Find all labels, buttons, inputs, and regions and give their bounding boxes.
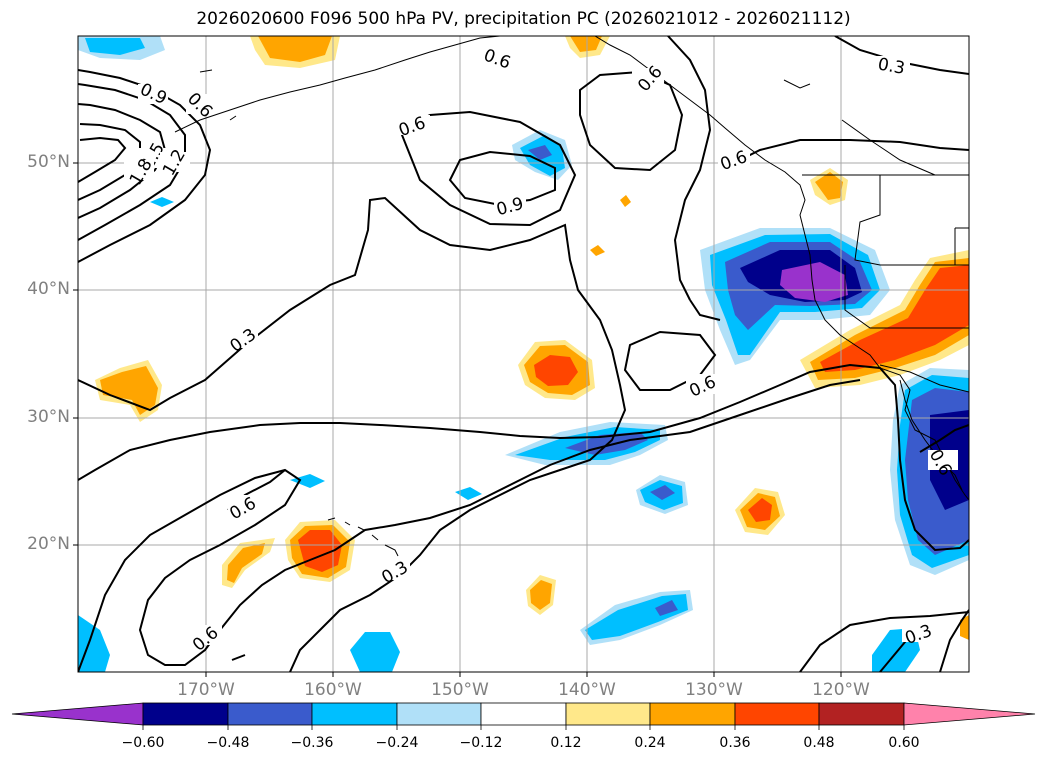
pv-contour	[689, 299, 721, 321]
map-area	[78, 36, 969, 672]
small-islands	[199, 69, 811, 121]
pv-contour	[398, 110, 577, 227]
hawaii-islands	[327, 517, 399, 557]
precip-area-neg	[650, 485, 675, 500]
mexico-border	[879, 364, 969, 393]
state-border	[841, 119, 936, 176]
lon-label: 170°W	[177, 680, 235, 700]
precip-area-pos	[590, 245, 605, 256]
pv-contour	[448, 150, 556, 206]
pv-contour	[78, 136, 127, 183]
coastlines	[174, 36, 969, 557]
colorbar-tick-label: 0.24	[634, 735, 666, 751]
map-title: 2026020600 F096 500 hPa PV, precipitatio…	[196, 9, 851, 29]
precip-area-pos	[534, 355, 578, 386]
colorbar-segment	[311, 702, 398, 726]
colorbar-tick-label: 0.60	[888, 735, 920, 751]
colorbar-segment	[649, 702, 736, 726]
precip-area-neg	[150, 197, 174, 207]
pv-contour	[78, 196, 627, 672]
lat-label: 30°N	[27, 407, 70, 427]
colorbar-segment	[480, 702, 567, 726]
colorbar-tick-label: −0.36	[290, 735, 334, 751]
state-border	[844, 265, 969, 329]
lon-label: 130°W	[685, 680, 743, 700]
precip-area-neg	[528, 145, 552, 160]
precip-area-neg	[78, 615, 110, 672]
contour-label: 0.3	[876, 55, 906, 79]
colorbar-tick-label: 0.48	[803, 735, 835, 751]
colorbar-segment	[142, 702, 229, 726]
precip-area-neg	[565, 432, 648, 455]
lon-label: 120°W	[812, 680, 870, 700]
lat-label: 40°N	[27, 279, 70, 299]
contour-label: 0.9	[137, 80, 170, 110]
colorbar-extend-low	[11, 702, 144, 726]
precip-area-pos	[298, 530, 342, 572]
precip-area-pos	[815, 172, 843, 200]
pv-contour	[939, 609, 969, 672]
pv-contour	[231, 654, 246, 661]
precip-area-pos	[620, 195, 631, 207]
ticks	[73, 162, 842, 677]
colorbar-segment	[227, 702, 313, 726]
colorbar-segment	[396, 702, 482, 726]
alaska-coast	[594, 36, 969, 501]
colorbar-tick-label: 0.36	[719, 735, 751, 751]
pv-contour	[579, 70, 684, 172]
precip-area-pos	[820, 265, 969, 372]
colorbar-tick-label: −0.48	[206, 735, 250, 751]
map-frame	[77, 35, 970, 673]
precip-area-pos	[258, 36, 332, 62]
alaska-coast	[174, 36, 501, 133]
pv-contour	[78, 103, 167, 219]
precip-area-neg	[85, 38, 145, 55]
colorbar-segment	[818, 702, 905, 726]
state-border	[854, 175, 969, 266]
precip-area-pos	[530, 580, 552, 610]
pv-contour	[78, 379, 861, 672]
precip-area-pos	[748, 498, 772, 522]
lat-label: 50°N	[27, 152, 70, 172]
precip-shading	[78, 36, 969, 672]
pv-contours	[78, 36, 969, 672]
lon-label: 150°W	[431, 680, 489, 700]
state-border	[954, 227, 969, 265]
colorbar-segment	[565, 702, 651, 726]
colorbar-tick-label: −0.60	[121, 735, 165, 751]
lon-label: 160°W	[304, 680, 362, 700]
pv-contour	[78, 83, 186, 241]
precip-area-pos	[100, 366, 158, 415]
precip-area-neg	[655, 600, 678, 616]
precip-area-pos	[960, 615, 969, 640]
precip-area-pos	[227, 543, 265, 583]
contour-label: 0.6	[183, 89, 216, 122]
precip-area-neg	[350, 632, 400, 672]
colorbar	[11, 702, 1036, 730]
colorbar-tick-label: 0.12	[550, 735, 582, 751]
precip-area-neg	[290, 474, 325, 488]
pv-contour	[799, 611, 969, 672]
contour-label: 0.6	[634, 62, 667, 96]
pv-contour	[729, 139, 969, 166]
pv-contour	[78, 363, 969, 552]
colorbar-extend-high	[903, 702, 1036, 726]
pv-contour	[919, 424, 969, 453]
colorbar-tick-label: −0.12	[459, 735, 503, 751]
pv-contour	[78, 69, 212, 263]
lat-label: 20°N	[27, 534, 70, 554]
lon-label: 140°W	[558, 680, 616, 700]
baja-coast	[899, 379, 963, 491]
precip-area-pos	[570, 36, 602, 52]
precip-area-neg	[455, 487, 482, 500]
colorbar-segment	[734, 702, 820, 726]
pv-contour	[667, 36, 712, 301]
colorbar-tick-label: −0.24	[375, 735, 419, 751]
precip-area-neg	[780, 262, 848, 302]
